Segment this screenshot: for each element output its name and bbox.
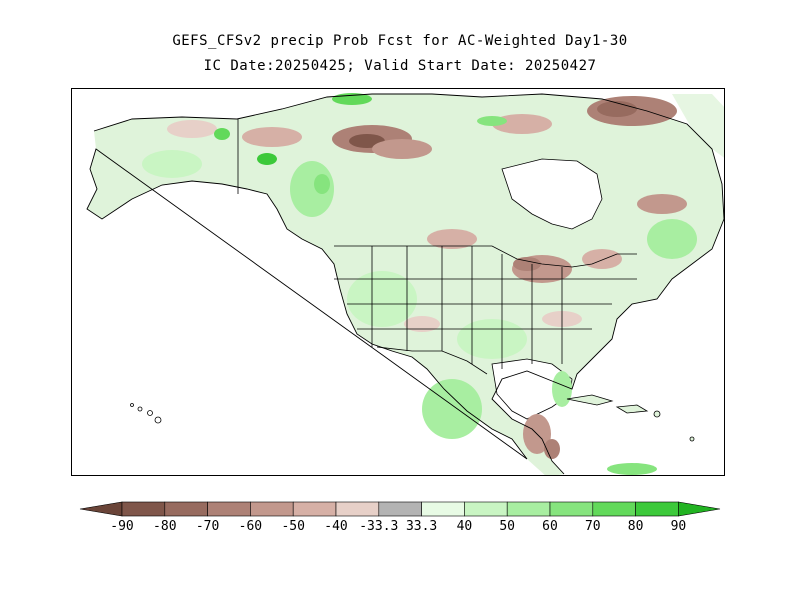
colorbar-tick-label: 60 (542, 519, 558, 534)
greenland-land (672, 94, 724, 158)
colorbar-swatch (335, 501, 380, 517)
colorbar-swatch (378, 501, 422, 517)
below-normal-patches (167, 96, 687, 459)
colorbar-swatch (121, 501, 166, 517)
colorbar-swatch (250, 501, 294, 517)
colorbar-swatch (207, 501, 251, 517)
colorbar-tick-label: -60 (239, 519, 262, 534)
colorbar-legend: -90 -80 -70 -60 -50 -40 -33.3 33.3 40 50 60 70 80 90 (79, 501, 721, 534)
map-canvas (86, 93, 724, 475)
colorbar-swatch (292, 501, 337, 517)
colorbar-swatch (464, 501, 508, 517)
caribbean-islands (566, 394, 695, 442)
colorbar-low-arrow (79, 501, 123, 517)
colorbar-tick-label: -90 (110, 519, 133, 534)
map-subtitle: IC Date:20250425; Valid Start Date: 2025… (203, 58, 597, 74)
coastline (86, 93, 724, 475)
colorbar-tick-label: 40 (457, 519, 473, 534)
colorbar-tick-label: 90 (671, 519, 687, 534)
colorbar-tick-label: -70 (196, 519, 219, 534)
colorbar-tick-label: 70 (585, 519, 601, 534)
colorbar-swatch (506, 501, 551, 517)
colorbar-tick-label: -40 (324, 519, 347, 534)
colorbar-swatch (164, 501, 208, 517)
colorbar-tick-label: 80 (628, 519, 644, 534)
state-boundaries (237, 119, 637, 375)
colorbar-swatch (421, 501, 465, 517)
colorbar-tick-label: -50 (281, 519, 304, 534)
colorbar-tick-label: 50 (499, 519, 515, 534)
forecast-map (71, 88, 725, 476)
colorbar-tick-label: -80 (153, 519, 176, 534)
colorbar-swatch (635, 501, 679, 517)
hawaii-islands (130, 403, 162, 424)
colorbar-swatch (592, 501, 636, 517)
colorbar-tick-label: -33.3 (359, 519, 398, 534)
colorbar-high-arrow (678, 501, 721, 517)
colorbar-swatch (549, 501, 594, 517)
colorbar-tick-label: 33.3 (406, 519, 437, 534)
map-title: GEFS_CFSv2 precip Prob Fcst for AC-Weigh… (172, 33, 628, 49)
hudson-bay (501, 158, 603, 230)
